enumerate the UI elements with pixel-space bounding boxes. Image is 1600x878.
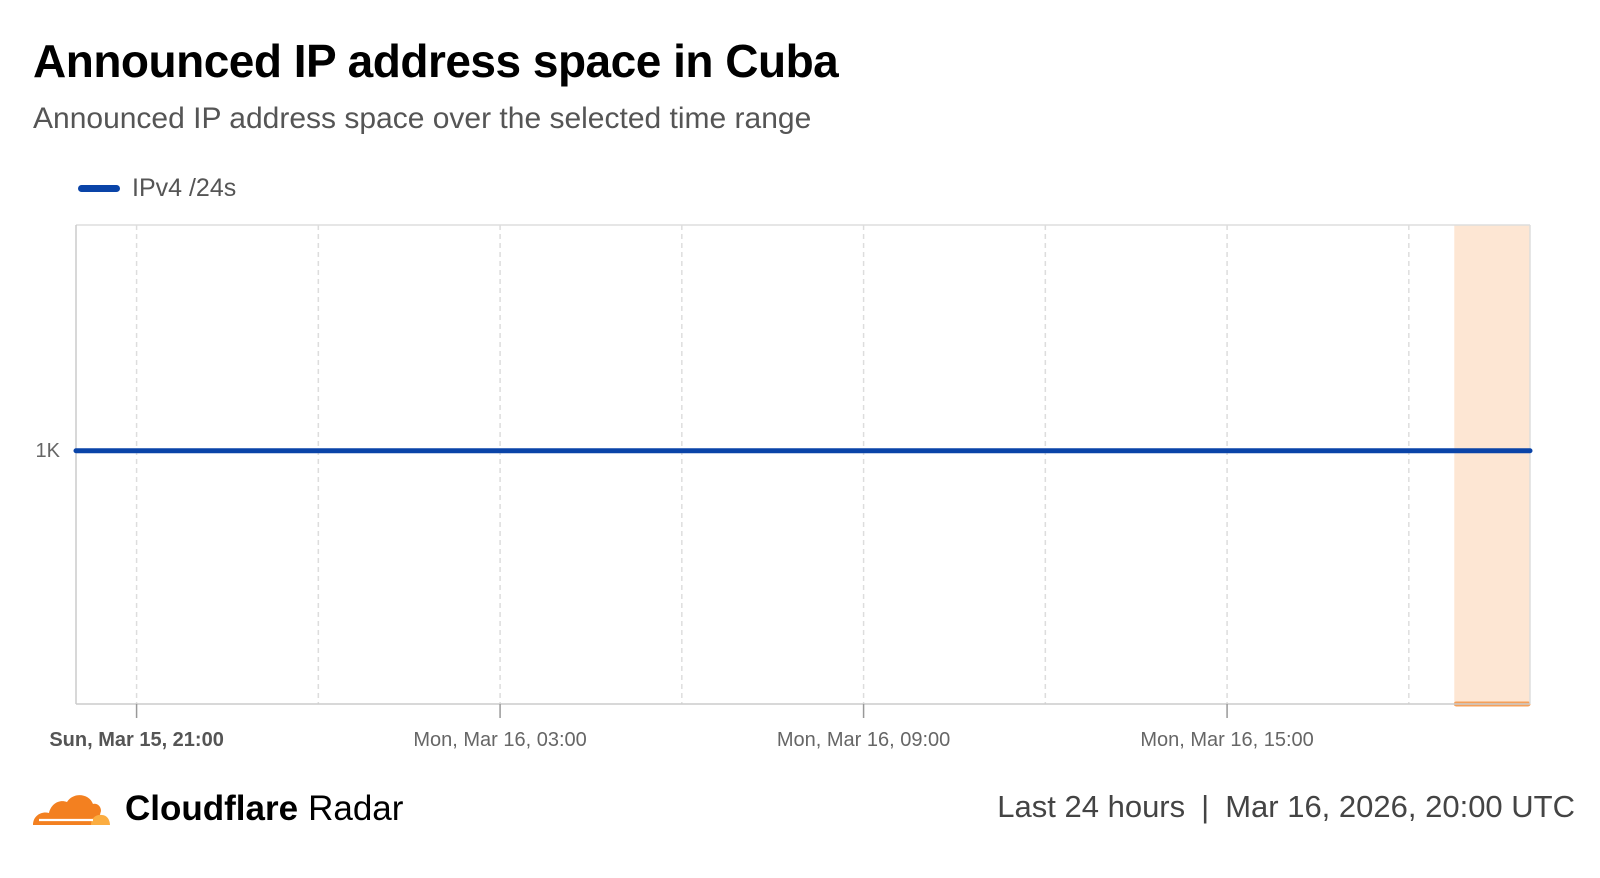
footer-brand: Cloudflare Radar	[31, 786, 403, 832]
plot-area	[76, 225, 1530, 704]
line-chart: Sun, Mar 15, 21:00 Mon, Mar 16, 03:00 Mon,…	[36, 224, 1533, 751]
footer-separator: |	[1201, 789, 1210, 824]
highlight-region	[1454, 225, 1530, 704]
brand-name: Cloudflare	[125, 789, 299, 828]
chart-subtitle: Announced IP address space over the sele…	[33, 102, 812, 135]
time-range-label: Last 24 hours	[997, 789, 1186, 824]
x-tick-label: Sun, Mar 15, 21:00	[49, 729, 224, 751]
x-tick-label: Mon, Mar 16, 09:00	[777, 729, 950, 751]
brand-product: Radar	[308, 789, 404, 828]
y-tick-label: 1K	[36, 440, 61, 462]
chart-legend: IPv4 /24s	[78, 173, 236, 203]
legend-label-ipv4: IPv4 /24s	[132, 173, 237, 202]
timestamp-label: Mar 16, 2026, 20:00 UTC	[1225, 789, 1575, 824]
cloudflare-cloud-icon	[33, 795, 110, 825]
x-tick-label: Mon, Mar 16, 03:00	[413, 729, 586, 751]
chart-title: Announced IP address space in Cuba	[33, 35, 839, 87]
x-tick-label: Mon, Mar 16, 15:00	[1140, 729, 1313, 751]
footer-date-range: Last 24 hours | Mar 16, 2026, 20:00 UTC	[997, 789, 1575, 825]
legend-swatch-ipv4	[78, 184, 120, 192]
